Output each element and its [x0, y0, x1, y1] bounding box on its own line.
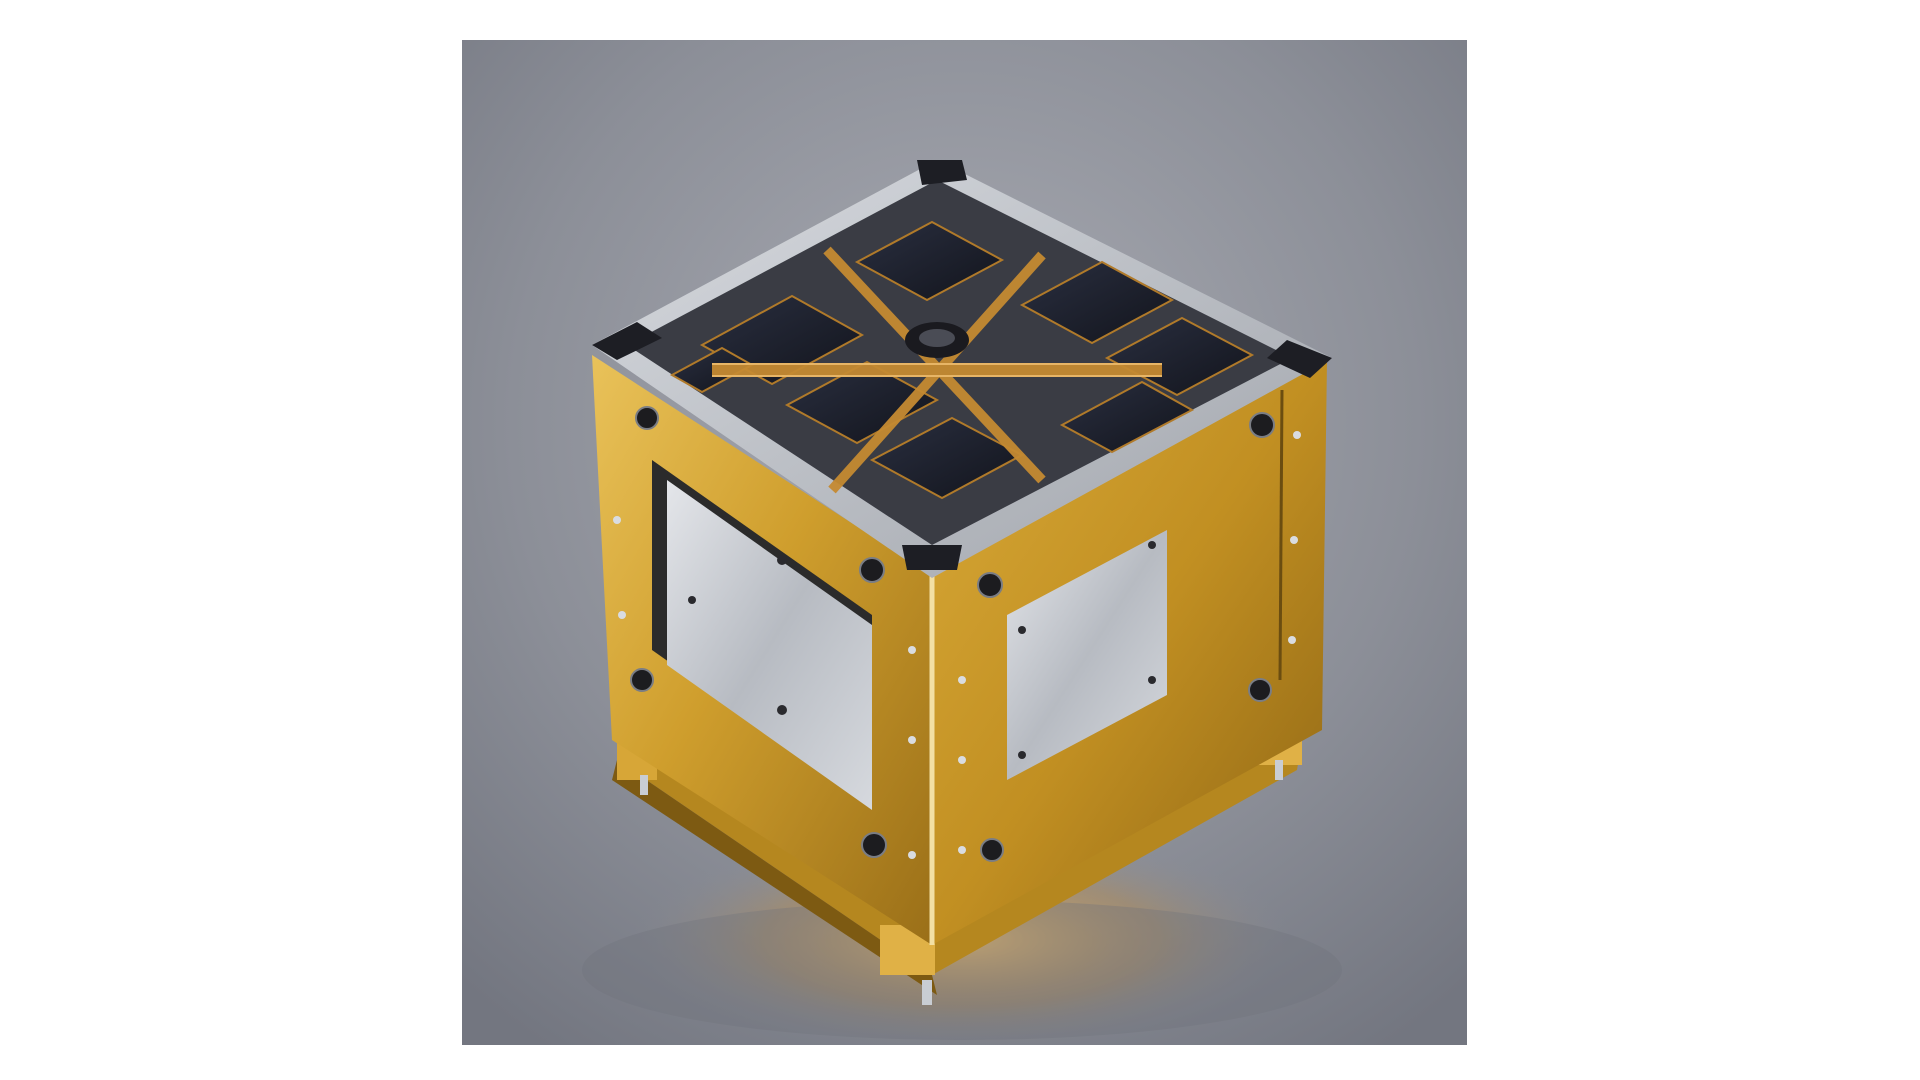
satellite-photo — [462, 40, 1467, 1045]
right-access-plate — [1007, 530, 1167, 780]
bolts — [630, 406, 1275, 862]
solar-cell-array — [669, 220, 1255, 500]
cubesat-illustration — [462, 40, 1467, 1045]
left-access-plate — [667, 480, 872, 810]
